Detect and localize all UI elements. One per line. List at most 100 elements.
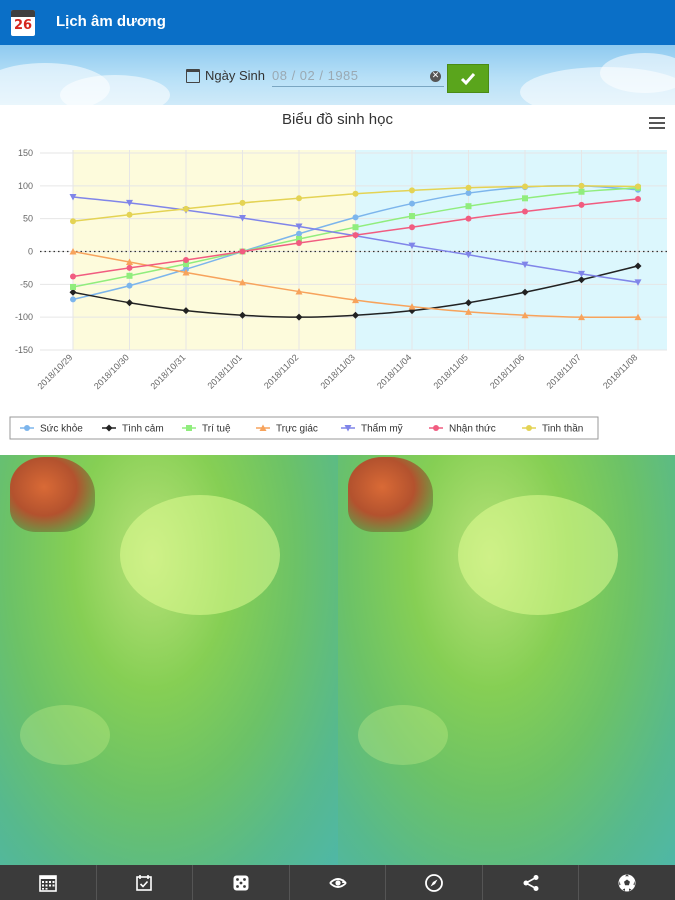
- data-point: [408, 242, 416, 250]
- data-point: [295, 223, 303, 231]
- background-panel-left: [0, 455, 338, 865]
- birth-date-label-group: Ngày Sinh: [186, 68, 265, 83]
- data-point: [521, 261, 529, 269]
- legend-label: Trí tuệ: [202, 424, 231, 435]
- legend-label: Thẩm mỹ: [361, 423, 403, 435]
- data-point: [465, 215, 472, 222]
- nav-compass[interactable]: [386, 865, 483, 900]
- legend-label: Tình cảm: [122, 424, 164, 435]
- data-point: [239, 215, 246, 222]
- data-point: [239, 311, 246, 319]
- data-point: [465, 299, 472, 307]
- confirm-button[interactable]: [447, 64, 489, 93]
- legend-marker: [24, 425, 30, 431]
- legend-marker: [526, 425, 532, 431]
- data-point: [296, 230, 302, 237]
- data-point: [296, 195, 302, 202]
- legend-item: Trí tuệ: [182, 424, 231, 435]
- background-illustration: [0, 455, 675, 865]
- data-point: [183, 205, 189, 212]
- x-tick-label: 2018/11/02: [262, 352, 300, 390]
- series-5: [70, 195, 641, 280]
- chart-title: Biểu đồ sinh học: [282, 111, 393, 128]
- data-point: [578, 270, 585, 278]
- data-point: [522, 208, 528, 215]
- data-point: [295, 288, 303, 295]
- data-point: [634, 262, 642, 270]
- app-icon-day: 26: [13, 18, 33, 33]
- nav-eye-swap[interactable]: [290, 865, 387, 900]
- calendar-month-icon: [38, 874, 57, 892]
- data-point: [635, 195, 641, 202]
- soccer-ball-icon: [618, 874, 636, 891]
- data-point: [126, 199, 133, 207]
- data-point: [296, 239, 302, 246]
- legend-label: Sức khỏe: [40, 423, 83, 435]
- app-calendar-icon: 26: [11, 10, 35, 36]
- y-tick-label: 150: [18, 148, 33, 158]
- data-point: [295, 313, 303, 321]
- birth-date-input[interactable]: [272, 65, 444, 87]
- data-point: [352, 311, 359, 319]
- data-point: [69, 248, 77, 255]
- data-point: [352, 296, 359, 304]
- legend-marker: [259, 424, 267, 431]
- legend-item: Sức khỏe: [20, 423, 83, 435]
- nav-calendar-check[interactable]: [97, 865, 194, 900]
- data-point: [70, 218, 76, 225]
- data-point: [126, 258, 133, 266]
- legend-marker: [186, 425, 192, 431]
- data-point: [352, 224, 359, 231]
- dice-icon: [233, 875, 249, 890]
- data-point: [182, 307, 190, 315]
- y-tick-label: -50: [20, 279, 33, 289]
- series-3: [69, 248, 642, 321]
- legend-marker: [433, 425, 439, 431]
- data-point: [183, 257, 189, 264]
- x-tick-label: 2018/11/04: [375, 352, 413, 390]
- app-bar: 26 Lịch âm dương: [0, 0, 675, 45]
- legend-label: Trực giác: [276, 424, 318, 435]
- data-point: [239, 248, 246, 255]
- data-point: [522, 183, 528, 190]
- plot-band: [355, 150, 667, 350]
- nav-calendar-month[interactable]: [0, 865, 97, 900]
- chart-menu-icon[interactable]: [649, 117, 665, 130]
- data-point: [239, 199, 246, 206]
- background-panel-right: [337, 455, 675, 865]
- data-point: [409, 187, 415, 194]
- legend-item: Thẩm mỹ: [341, 423, 403, 435]
- data-point: [522, 195, 528, 202]
- x-tick-label: 2018/11/07: [544, 352, 582, 390]
- data-point: [70, 296, 76, 303]
- x-tick-label: 2018/11/06: [488, 352, 526, 390]
- legend-marker: [344, 425, 352, 432]
- data-point: [578, 313, 585, 321]
- nav-share[interactable]: [483, 865, 580, 900]
- y-tick-label: -150: [15, 345, 33, 355]
- data-point: [408, 303, 416, 310]
- legend-marker: [105, 424, 113, 432]
- data-point: [578, 201, 585, 208]
- data-point: [634, 279, 642, 286]
- data-point: [296, 236, 302, 243]
- legend-item: Trực giác: [256, 424, 318, 435]
- series-6: [70, 182, 641, 225]
- app-title: Lịch âm dương: [56, 13, 166, 30]
- data-point: [465, 203, 472, 210]
- check-icon: [460, 72, 476, 85]
- data-point: [126, 211, 133, 218]
- data-point: [126, 264, 133, 271]
- nav-dice[interactable]: [193, 865, 290, 900]
- y-tick-label: 50: [23, 214, 33, 224]
- compass-icon: [425, 873, 443, 892]
- data-point: [239, 278, 246, 286]
- nav-soccer[interactable]: [579, 865, 675, 900]
- x-tick-label: 2018/10/29: [35, 352, 74, 391]
- legend-item: Tình cảm: [102, 424, 164, 435]
- couple-illustration: [10, 457, 95, 532]
- clear-icon[interactable]: ✕: [430, 71, 441, 82]
- eye-swap-icon: [328, 877, 347, 888]
- data-point: [352, 214, 359, 221]
